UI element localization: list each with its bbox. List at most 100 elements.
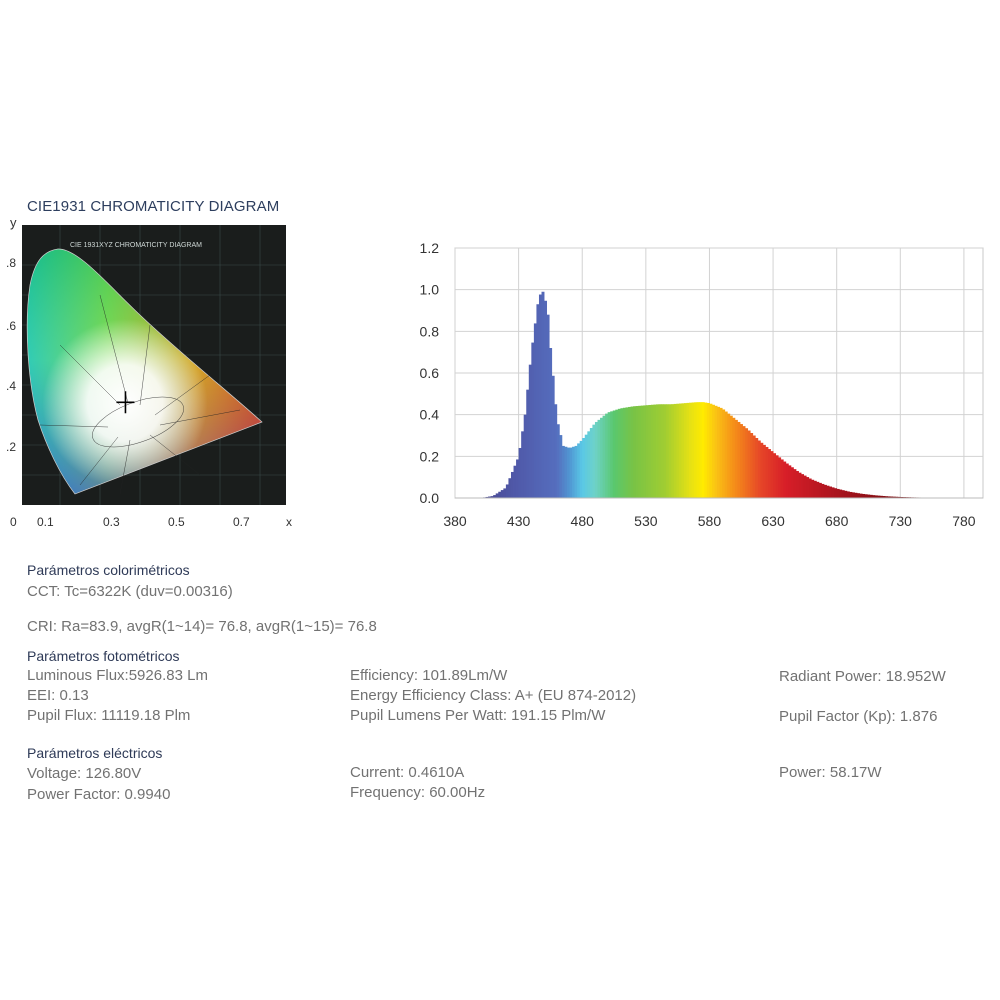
x-tick-label: 480 [571,513,595,529]
spectrum-band [760,442,764,498]
spectrum-band [714,405,718,498]
spectrum-band [747,430,751,498]
spectrum-band [775,455,779,498]
spectrum-band [544,300,548,498]
spectrum-band [607,412,611,498]
spectrum-band [592,424,596,498]
spectrum-band [594,421,598,498]
power-value: Power: 58.17W [779,764,882,781]
spectrum-band [689,402,693,498]
spectrum-band [836,488,840,498]
spectrum-band [803,475,807,498]
spectrum-band [523,414,527,498]
current-value: Current: 0.4610A [350,764,465,781]
spectrum-band [600,417,603,498]
spectrum-band [526,389,530,498]
cri-value: CRI: Ra=83.9, avgR(1~14)= 76.8, avgR(1~1… [27,618,377,635]
pupil-lumens-value: Pupil Lumens Per Watt: 191.15 Plm/W [350,707,606,724]
spectrum-band [628,406,631,498]
spectrum-band [686,402,690,498]
spectrum-band [605,413,609,498]
spectrum-band [666,404,670,498]
spectrum-band [625,407,629,498]
spectrum-band [597,419,601,498]
spectrum-band [538,294,542,498]
spectrum-band [857,493,860,498]
x-tick-label: 630 [761,513,785,529]
spectrum-band [806,477,810,498]
spectrum-band [862,493,866,498]
spectrum-band [584,434,588,498]
y-tick-label: 1.2 [420,240,440,256]
spectrum-band [508,478,512,498]
cct-value: CCT: Tc=6322K (duv=0.00316) [27,583,233,600]
spectrum-band [645,405,649,498]
spectrum-band [694,402,698,498]
spectrum-band [615,409,619,498]
spectrum-band [495,493,499,498]
spectrum-band [536,304,540,498]
spectrum-band [493,495,497,498]
spectrum-band [678,403,682,498]
spectrum-band [872,495,876,498]
spectrum-band [811,479,815,498]
cie-diagram: CIE 1931XYZ CHROMATICITY DIAGRAM y .8 .6… [6,215,292,529]
cie-heading: CIE1931 CHROMATICITY DIAGRAM [27,198,280,215]
spectrum-band [549,348,553,498]
spectrum-band [617,408,621,498]
spectrum-band [795,471,799,498]
spectrum-band [877,495,881,498]
spectrum-band [488,496,492,498]
spectrum-band [790,467,794,498]
spectrum-band [818,482,822,498]
y-tick-label: 0.0 [420,490,440,506]
spectrum-band [798,472,802,498]
spectrum-band [788,465,792,498]
spectrum-band [849,491,853,498]
spectrum-band [653,404,657,498]
spectrum-band [566,447,570,498]
spectrum-band [676,403,680,498]
spectrum-band [762,444,766,498]
x-tick-label: 680 [825,513,849,529]
spectrum-band [505,484,509,498]
x-tick-label: 580 [698,513,722,529]
spectrum-band [572,446,575,498]
luminous-flux-value: Luminous Flux:5926.83 Lm [27,667,208,684]
spectrum-band [668,404,672,498]
spectrum-band [554,404,558,498]
spectrum-band [780,459,784,498]
eei-value: EEI: 0.13 [27,687,89,704]
spectrum-band [887,496,891,498]
spectrum-band [897,496,901,498]
cie-x-tick: 0.5 [168,515,185,529]
voltage-value: Voltage: 126.80V [27,765,142,782]
spectrum-band [737,421,741,498]
spectrum-series [480,291,952,498]
spectrum-band [851,492,855,498]
pupil-flux-value: Pupil Flux: 11119.18 Plm [27,707,191,724]
spectrum-band [602,415,606,498]
spectrum-band [673,403,677,498]
spectrum-band [671,404,675,498]
x-tick-label: 530 [634,513,658,529]
spectrum-band [882,496,886,498]
spectrum-band [773,453,777,498]
spectrum-band [750,433,754,498]
spectrum-band [541,291,545,498]
y-tick-label: 1.0 [420,282,440,298]
spectrum-band [485,496,489,498]
y-tick-label: 0.6 [420,365,440,381]
spectrum-band [559,435,563,498]
spectrum-band [895,496,899,498]
spectrum-band [587,431,591,498]
spectrum-band [719,407,723,498]
spectrum-band [503,488,507,498]
spectrum-band [821,483,825,498]
spectrum-band [556,424,560,498]
spectrum-band [643,405,647,498]
electrical-section-title: Parámetros eléctricos [27,745,163,761]
spectrum-band [650,404,654,498]
spectrum-band [561,445,565,498]
spectrum-band [816,481,820,498]
